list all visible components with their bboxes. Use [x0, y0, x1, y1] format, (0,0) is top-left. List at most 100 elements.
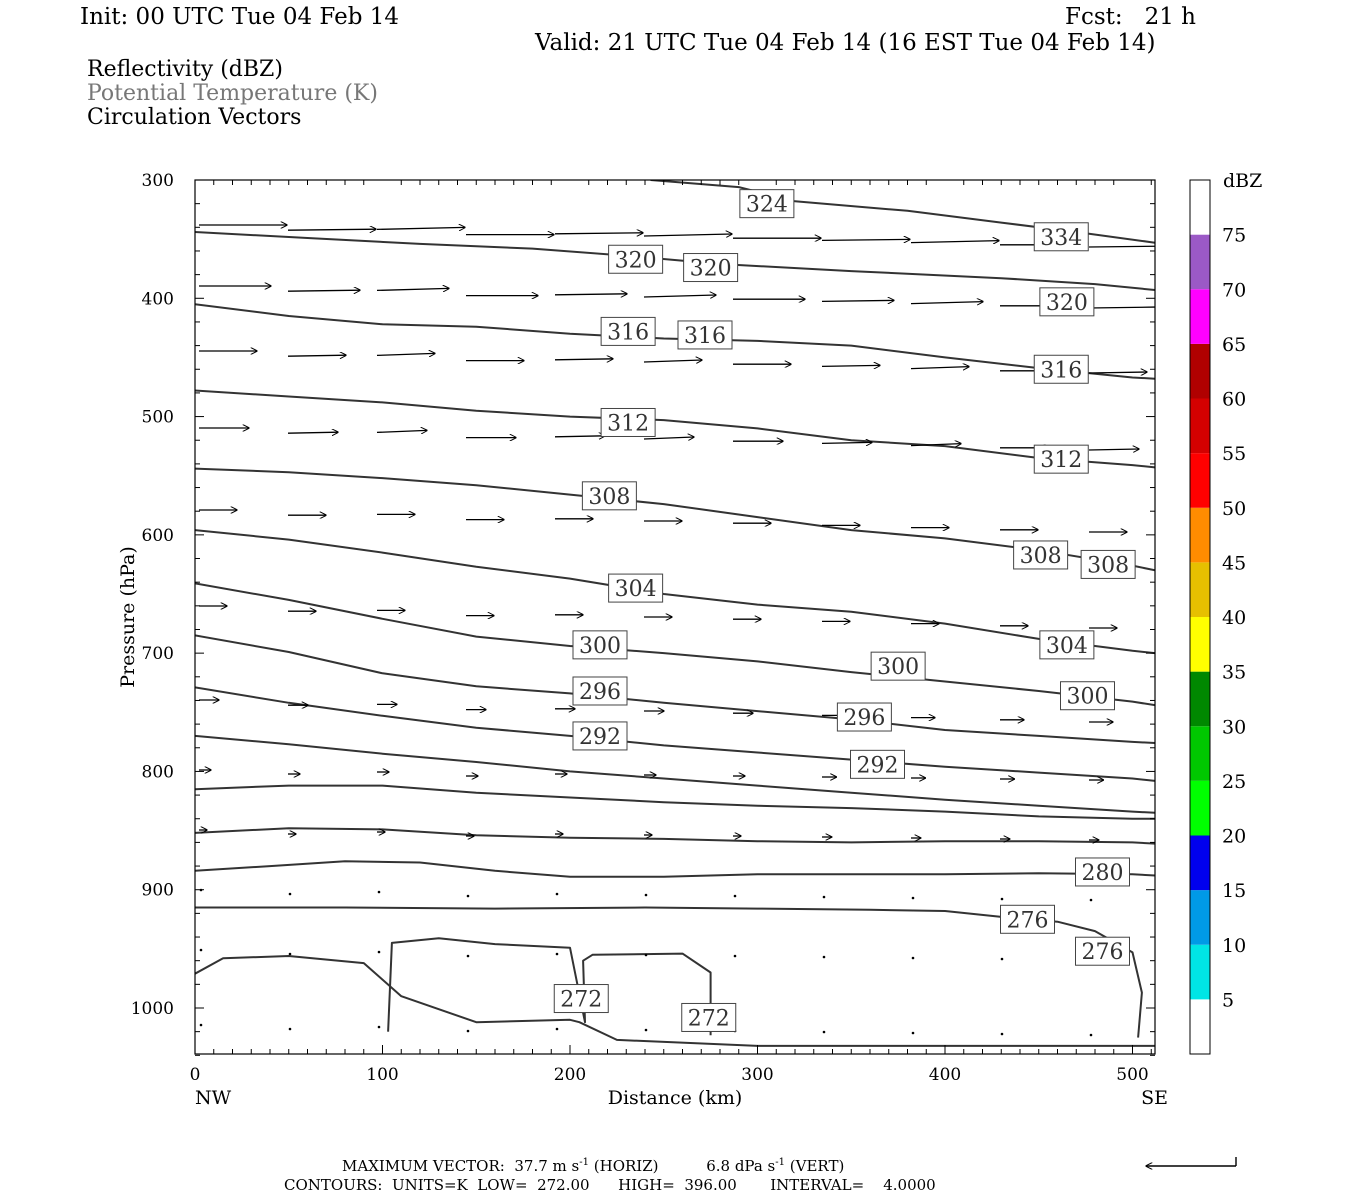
y-tick-label: 600	[142, 526, 174, 546]
contour-label-box	[1013, 540, 1069, 570]
y-tick-label: 400	[142, 289, 174, 309]
contour-label-box	[608, 244, 664, 274]
colorbar-swatch	[1190, 343, 1210, 399]
x-tick-label: 200	[554, 1065, 586, 1085]
legend-reflectivity: Reflectivity (dBZ)	[87, 57, 283, 82]
contour-label-box	[572, 630, 628, 660]
isentrope-line	[195, 906, 1143, 1038]
circulation-vector	[287, 290, 360, 291]
colorbar-swatch	[1190, 453, 1210, 508]
vector-dot	[555, 1027, 559, 1031]
horiz-tag: (HORIZ)	[593, 1157, 659, 1175]
contour-label: 304	[1046, 634, 1088, 659]
colorbar-level-label: 15	[1222, 880, 1246, 902]
contour-label: 276	[1082, 940, 1124, 965]
vector-dot	[466, 1029, 470, 1033]
isentrope-line	[195, 784, 1155, 820]
vector-dot	[288, 1027, 292, 1031]
vector-dot	[822, 895, 826, 899]
colorbar-swatch	[1190, 617, 1210, 672]
circulation-vector	[643, 234, 732, 236]
colorbar-swatch	[1190, 671, 1210, 727]
x-end-label-right: SE	[1141, 1087, 1168, 1109]
vector-dot	[1000, 897, 1004, 901]
vector-dot	[644, 953, 648, 957]
x-tick-label: 500	[1116, 1065, 1148, 1085]
contour-label-box	[608, 573, 664, 603]
circulation-vector	[910, 367, 969, 369]
vector-dot	[644, 893, 648, 897]
colorbar-swatch	[1190, 398, 1210, 454]
vert-tag: (VERT)	[789, 1157, 845, 1175]
y-tick-label: 900	[142, 881, 174, 901]
colorbar-unit: dBZ	[1223, 170, 1262, 192]
colorbar-swatch	[1190, 234, 1210, 290]
contour-label-box	[1033, 354, 1089, 384]
contour-label: 320	[690, 257, 732, 282]
vector-dot	[1089, 1033, 1093, 1037]
circulation-vector	[643, 437, 694, 439]
contour-label: 308	[1020, 544, 1062, 569]
contour-settings-line: CONTOURS: UNITS=K LOW= 272.00 HIGH= 396.…	[284, 1176, 936, 1194]
vector-dot	[1089, 898, 1093, 902]
colorbar-level-label: 70	[1222, 279, 1246, 301]
circulation-vector	[1088, 307, 1155, 308]
axis-ticks: 0 100 200 300 400 500 300 400 500 600 700 800 900 100…	[131, 171, 1155, 1085]
colorbar-level-label: 30	[1222, 716, 1246, 738]
contour-labels: 324 334 320 320 320 316 316 316 312 312 308 308 308 3…	[553, 189, 1136, 1032]
vector-dot	[1000, 1032, 1004, 1036]
vector-dot	[199, 948, 203, 952]
x-tick-label: 400	[929, 1065, 961, 1085]
contour-label: 292	[579, 725, 621, 750]
contour-label: 320	[1046, 291, 1088, 316]
colorbar-swatch	[1190, 726, 1210, 781]
contour-label: 296	[579, 680, 621, 705]
contour-label: 304	[615, 577, 657, 602]
vector-dot	[288, 892, 292, 896]
contour-label-box	[1000, 904, 1055, 934]
contour-label-box	[572, 721, 628, 751]
valid-time: Valid: 21 UTC Tue 04 Feb 14 (16 EST Tue …	[535, 30, 1156, 56]
vector-dot	[466, 954, 470, 958]
contour-label-box	[1039, 287, 1095, 317]
circulation-vector	[821, 239, 910, 240]
contour-label: 296	[843, 706, 885, 731]
legend-potential-temperature: Potential Temperature (K)	[87, 81, 378, 106]
contour-label: 300	[1067, 685, 1109, 710]
isentrope-line	[195, 529, 1155, 655]
y-tick-label: 1000	[131, 999, 174, 1019]
x-tick-label: 300	[741, 1065, 773, 1085]
circulation-vector	[376, 430, 427, 432]
contour-label-box	[1033, 444, 1089, 474]
contour-label-box	[850, 749, 905, 779]
circulation-vector	[910, 444, 961, 446]
contour-label: 312	[607, 411, 649, 436]
vector-dot	[733, 894, 737, 898]
forecast-hour: Fcst: 21 h	[1065, 4, 1196, 30]
circulation-vector	[910, 302, 983, 304]
colorbar-level-label: 35	[1222, 662, 1246, 684]
vector-dot	[733, 954, 737, 958]
vector-dot	[555, 952, 559, 956]
circulation-vector	[376, 353, 435, 355]
circulation-vector	[1088, 449, 1139, 450]
contour-label: 308	[588, 485, 630, 510]
init-time: Init: 00 UTC Tue 04 Feb 14	[80, 4, 400, 30]
colorbar-swatch	[1190, 890, 1210, 945]
contour-label-box	[1033, 222, 1089, 252]
contour-label-box	[1075, 857, 1130, 887]
y-tick-label: 700	[142, 644, 174, 664]
contour-label: 272	[688, 1006, 730, 1031]
circulation-vector	[643, 360, 702, 362]
contour-label-box	[836, 702, 892, 732]
contour-label: 276	[1007, 908, 1049, 933]
circulation-vector	[910, 241, 999, 243]
contour-label-box	[572, 676, 628, 706]
contour-label-box	[1080, 549, 1136, 579]
isentrope-line	[387, 937, 712, 1036]
contour-label-box	[1039, 630, 1095, 660]
circulation-vector	[287, 432, 338, 433]
circulation-vector	[376, 288, 449, 290]
vector-dot	[466, 894, 470, 898]
